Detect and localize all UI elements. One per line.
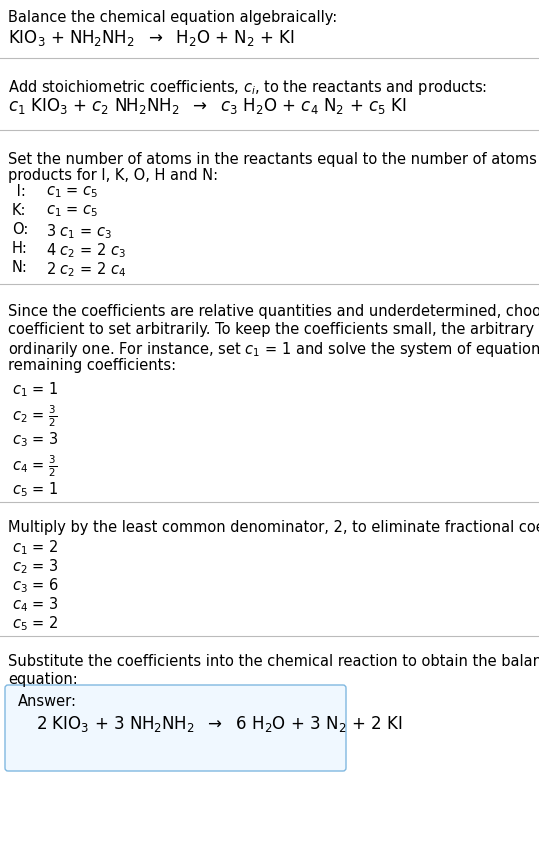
Text: KIO$_3$ + NH$_2$NH$_2$  $\rightarrow$  H$_2$O + N$_2$ + KI: KIO$_3$ + NH$_2$NH$_2$ $\rightarrow$ H$_… <box>8 28 295 48</box>
Text: $c_1$ KIO$_3$ + $c_2$ NH$_2$NH$_2$  $\rightarrow$  $c_3$ H$_2$O + $c_4$ N$_2$ + : $c_1$ KIO$_3$ + $c_2$ NH$_2$NH$_2$ $\rig… <box>8 96 407 116</box>
Text: $c_4$ = 3: $c_4$ = 3 <box>12 595 59 614</box>
Text: O:: O: <box>12 222 29 237</box>
Text: products for I, K, O, H and N:: products for I, K, O, H and N: <box>8 168 218 183</box>
Text: $c_1$ = 1: $c_1$ = 1 <box>12 380 58 399</box>
Text: Balance the chemical equation algebraically:: Balance the chemical equation algebraica… <box>8 10 337 25</box>
Text: N:: N: <box>12 260 28 275</box>
Text: 2 KIO$_3$ + 3 NH$_2$NH$_2$  $\rightarrow$  6 H$_2$O + 3 N$_2$ + 2 KI: 2 KIO$_3$ + 3 NH$_2$NH$_2$ $\rightarrow$… <box>36 714 403 734</box>
Text: Since the coefficients are relative quantities and underdetermined, choose a: Since the coefficients are relative quan… <box>8 304 539 319</box>
Text: remaining coefficients:: remaining coefficients: <box>8 358 176 373</box>
Text: 3 $c_1$ = $c_3$: 3 $c_1$ = $c_3$ <box>46 222 112 241</box>
Text: Substitute the coefficients into the chemical reaction to obtain the balanced: Substitute the coefficients into the che… <box>8 654 539 669</box>
Text: I:: I: <box>12 184 26 199</box>
Text: K:: K: <box>12 203 26 218</box>
Text: $c_2$ = 3: $c_2$ = 3 <box>12 557 59 576</box>
Text: coefficient to set arbitrarily. To keep the coefficients small, the arbitrary va: coefficient to set arbitrarily. To keep … <box>8 322 539 337</box>
Text: $c_1$ = $c_5$: $c_1$ = $c_5$ <box>46 184 98 200</box>
FancyBboxPatch shape <box>5 685 346 771</box>
Text: $c_1$ = $c_5$: $c_1$ = $c_5$ <box>46 203 98 219</box>
Text: $c_4$ = $\frac{3}{2}$: $c_4$ = $\frac{3}{2}$ <box>12 454 57 479</box>
Text: Multiply by the least common denominator, 2, to eliminate fractional coefficient: Multiply by the least common denominator… <box>8 520 539 535</box>
Text: $c_3$ = 6: $c_3$ = 6 <box>12 576 59 594</box>
Text: Set the number of atoms in the reactants equal to the number of atoms in the: Set the number of atoms in the reactants… <box>8 152 539 167</box>
Text: H:: H: <box>12 241 28 256</box>
Text: Answer:: Answer: <box>18 694 77 709</box>
Text: Add stoichiometric coefficients, $c_i$, to the reactants and products:: Add stoichiometric coefficients, $c_i$, … <box>8 78 487 97</box>
Text: $c_3$ = 3: $c_3$ = 3 <box>12 430 59 449</box>
Text: equation:: equation: <box>8 672 78 687</box>
Text: $c_5$ = 2: $c_5$ = 2 <box>12 614 58 632</box>
Text: $c_1$ = 2: $c_1$ = 2 <box>12 538 58 557</box>
Text: 2 $c_2$ = 2 $c_4$: 2 $c_2$ = 2 $c_4$ <box>46 260 127 279</box>
Text: 4 $c_2$ = 2 $c_3$: 4 $c_2$ = 2 $c_3$ <box>46 241 126 259</box>
Text: ordinarily one. For instance, set $c_1$ = 1 and solve the system of equations fo: ordinarily one. For instance, set $c_1$ … <box>8 340 539 359</box>
Text: $c_5$ = 1: $c_5$ = 1 <box>12 480 58 498</box>
Text: $c_2$ = $\frac{3}{2}$: $c_2$ = $\frac{3}{2}$ <box>12 404 57 429</box>
